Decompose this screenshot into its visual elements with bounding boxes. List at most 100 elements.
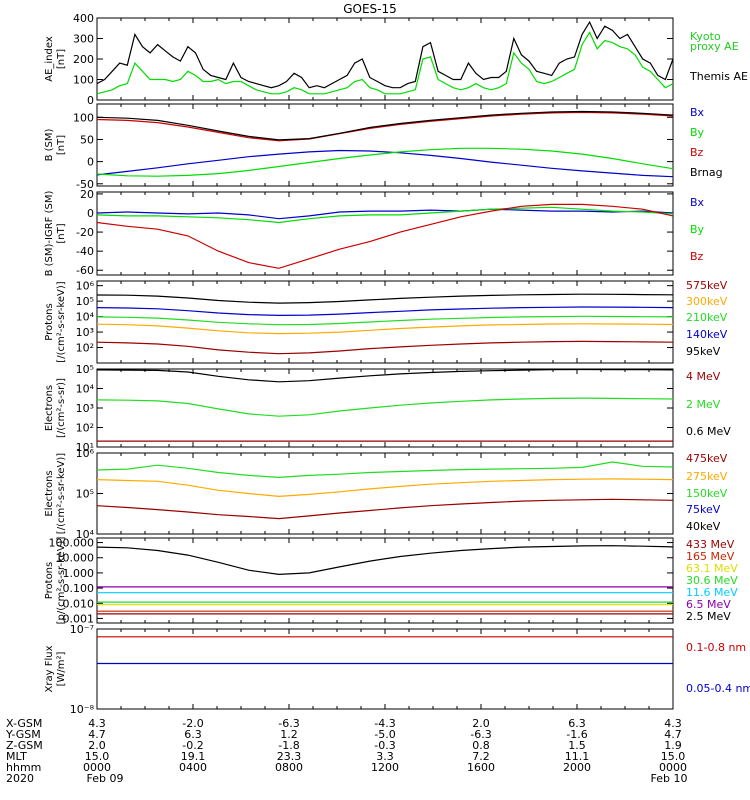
y-axis-label: [nT] <box>56 49 67 69</box>
legend-entry: 95keV <box>686 345 721 358</box>
y-axis-label: Electrons <box>44 385 55 431</box>
panel-protons_lo: 10² 10³ 10⁴ 10⁵ 10⁶ Protons [/(cm²-s-sr-keV)] 5… <box>44 279 728 364</box>
y-tick-label: 10² <box>76 342 94 355</box>
axis-row-value: -5.0 <box>374 728 395 741</box>
series-line-2-mev <box>96 397 674 417</box>
axis-row-label: hhmm <box>6 761 41 774</box>
y-tick-label: 10⁻⁷ <box>70 623 94 636</box>
panel-bsm: -50 0 50 100 B (SM) [nT] Bx By Bz Brnag <box>44 103 723 191</box>
axis-row-value: 11.1 <box>565 750 590 763</box>
y-tick-label: 10⁴ <box>76 528 95 541</box>
legend-entry: 300keV <box>686 295 728 308</box>
axis-row-label: Y-GSM <box>5 728 41 741</box>
legend-entry: 0.05-0.4 nm <box>686 682 750 695</box>
axis-row-label: 2020 <box>6 772 34 785</box>
legend-entry: Themis AE <box>689 70 748 83</box>
y-axis-label: AE_index <box>44 36 55 82</box>
legend-entry: 140keV <box>686 328 728 341</box>
y-tick-label: -60 <box>76 264 94 277</box>
axis-row-value: 15.0 <box>85 750 110 763</box>
axis-row-value: 4.3 <box>664 717 682 730</box>
panel-protons_hi: 0.001 0.010 0.100 1.000 10.000 100.000 Protons… <box>44 537 738 626</box>
y-tick-label: 10³ <box>76 402 94 415</box>
series-line-475kev <box>96 498 674 520</box>
axis-row-value: 7.2 <box>472 750 490 763</box>
panel-frame <box>96 537 674 624</box>
series-line-2-5-mev <box>96 545 674 576</box>
series-line-140kev <box>96 306 674 317</box>
legend-entry: Bx <box>690 106 705 119</box>
series-line-300kev <box>96 323 674 335</box>
series-line-by <box>96 206 674 224</box>
axis-row-value: 0800 <box>275 761 303 774</box>
legend-entry: By <box>690 126 705 139</box>
axis-row-value: 2000 <box>563 761 591 774</box>
axis-row-value: 6.3 <box>568 717 586 730</box>
axis-row-value: -1.8 <box>278 739 299 752</box>
panel-frame <box>96 103 674 187</box>
axis-row-value: 4.7 <box>664 728 682 741</box>
legend-entry: 63.1 MeV <box>686 562 738 575</box>
axis-row-value: 0000 <box>83 761 111 774</box>
legend-entry: 6.5 MeV <box>686 598 731 611</box>
y-axis-label: Electrons <box>44 470 55 516</box>
axis-row-value: -0.2 <box>182 739 203 752</box>
y-tick-label: 10⁴ <box>76 311 95 324</box>
y-tick-label: 10¹ <box>76 441 94 454</box>
series-line-brnag <box>96 110 674 141</box>
legend-entry: 11.6 MeV <box>686 586 738 599</box>
panel-frame <box>96 368 674 448</box>
y-tick-label: 0 <box>87 94 94 107</box>
axis-row-value: -1.6 <box>566 728 587 741</box>
axis-row-value: 6.3 <box>184 728 202 741</box>
axis-row-value: 3.3 <box>376 750 394 763</box>
legend-entry: 0.6 MeV <box>686 425 731 438</box>
axis-row-value: 4.3 <box>88 717 106 730</box>
series-line-bz <box>96 111 674 142</box>
series-line-210kev <box>96 315 674 326</box>
panel-electrons_lo: 10⁴ 10⁵ 10⁶ Electrons [/(cm²-s-sr-keV)] 475ke… <box>44 447 728 541</box>
y-axis-label: [W/m²] <box>56 651 67 686</box>
axis-row-value: -6.3 <box>470 728 491 741</box>
panel-xray: 10⁻⁸ 10⁻⁷ Xray Flux [W/m²] 0.1-0.8 nm 0.05-0.… <box>44 623 750 716</box>
axis-row-value: -4.3 <box>374 717 395 730</box>
legend-entry: 0.1-0.8 nm <box>686 641 746 654</box>
axis-row-value: 4.7 <box>88 728 106 741</box>
legend-entry: 210keV <box>686 311 728 324</box>
y-axis-label: [p/(cm²-s-sr-keV)] <box>56 537 67 625</box>
axis-row-label: Z-GSM <box>6 739 43 752</box>
axis-row-value: -0.3 <box>374 739 395 752</box>
series-line-bx <box>96 208 674 220</box>
axis-row-value: -2.0 <box>182 717 203 730</box>
axis-row-value: 0000 <box>659 761 687 774</box>
y-tick-label: 10.000 <box>56 552 95 565</box>
axis-row-label: X-GSM <box>6 717 42 730</box>
axis-row-value: 1600 <box>467 761 495 774</box>
y-tick-label: 100 <box>73 74 94 87</box>
axis-row-label: MLT <box>6 750 27 763</box>
axis-row-value: Feb 09 <box>87 772 124 785</box>
legend-entry: 2.5 MeV <box>686 610 731 623</box>
y-axis-label: B (SM) <box>44 128 55 161</box>
axis-row-value: 0.8 <box>472 739 490 752</box>
y-tick-label: 20 <box>80 188 94 201</box>
y-tick-label: -50 <box>76 178 94 191</box>
axis-row-value: 2.0 <box>88 739 106 752</box>
series-line-0-6-mev <box>96 368 674 383</box>
y-axis-label: Protons <box>44 303 55 340</box>
axis-row-value: 1200 <box>371 761 399 774</box>
panel-frame <box>96 17 674 101</box>
y-axis-label: Xray Flux <box>44 645 55 692</box>
legend-entry: 75keV <box>686 503 721 516</box>
legend-entry: 275keV <box>686 470 728 483</box>
axis-row-value: 1.5 <box>568 739 586 752</box>
y-tick-label: 10⁵ <box>76 488 94 501</box>
panel-frame <box>96 628 674 710</box>
y-tick-label: 200 <box>73 53 94 66</box>
y-axis-label: Protons <box>44 562 55 599</box>
legend-entry: proxy AE <box>690 40 739 53</box>
y-tick-label: 50 <box>80 133 94 146</box>
series-line-by <box>96 147 674 177</box>
y-tick-label: 10⁶ <box>76 280 95 293</box>
